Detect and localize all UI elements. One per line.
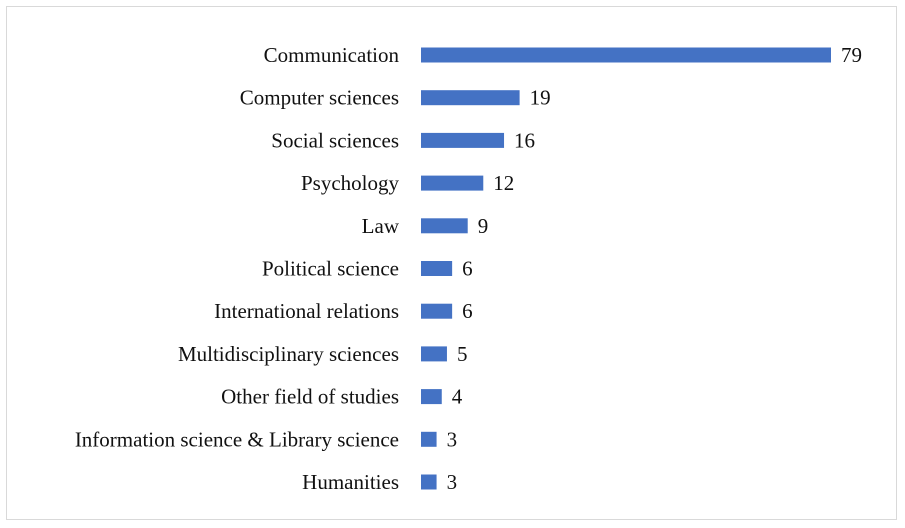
bar (421, 132, 505, 148)
value-label: 16 (514, 128, 535, 152)
value-label: 19 (530, 86, 551, 110)
value-label: 6 (462, 257, 473, 281)
value-label: 79 (841, 43, 862, 67)
value-label: 12 (493, 171, 514, 195)
category-label: Other field of studies (221, 385, 399, 409)
category-label: Communication (264, 43, 400, 67)
bar (421, 175, 484, 191)
value-label: 4 (452, 385, 463, 409)
labels-layer: Communication 79 Computer sciences 19 Social… (75, 43, 862, 494)
bar (421, 261, 453, 276)
category-label: Political science (262, 257, 399, 281)
bar (421, 431, 437, 447)
bar (421, 218, 468, 234)
category-label: Psychology (301, 171, 400, 195)
bar (421, 90, 520, 106)
category-label: Information science & Library science (75, 427, 399, 451)
value-label: 6 (462, 299, 473, 323)
bars-layer (421, 47, 831, 490)
category-label: Law (362, 214, 400, 238)
category-label: International relations (214, 299, 399, 323)
value-label: 9 (478, 214, 489, 238)
bar (421, 389, 442, 405)
bar (421, 47, 831, 63)
bar (421, 474, 437, 490)
category-label: Social sciences (271, 128, 399, 152)
value-label: 3 (447, 427, 458, 451)
category-label: Multidisciplinary sciences (178, 342, 399, 366)
value-label: 3 (447, 470, 458, 494)
category-label: Humanities (302, 470, 399, 494)
category-label: Computer sciences (240, 86, 399, 110)
value-label: 5 (457, 342, 468, 366)
bar (421, 346, 447, 362)
bar (421, 303, 453, 319)
